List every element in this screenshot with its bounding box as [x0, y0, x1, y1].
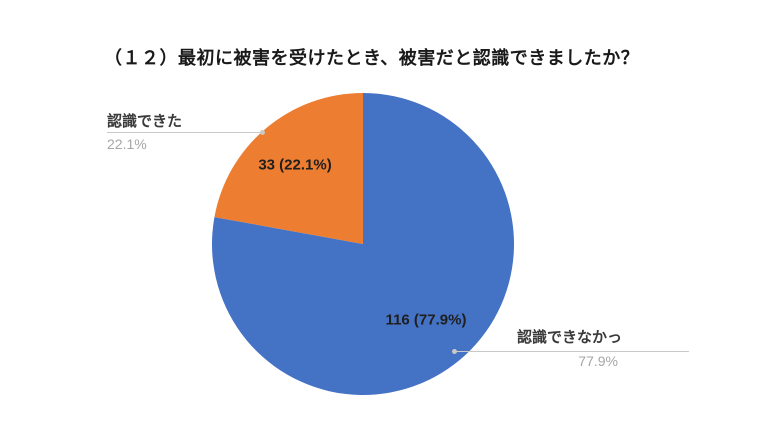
- callout-label-blue: 認識できなかっ: [516, 329, 622, 346]
- chart-title: （１２）最初に被害を受けたとき、被害だと認識できましたか？: [104, 48, 640, 68]
- leader-dot-orange: [260, 130, 265, 135]
- pie-data-label-blue: 116 (77.9%): [385, 311, 467, 329]
- callout-percent-orange: 22.1%: [107, 136, 147, 152]
- leader-line-orange: [107, 132, 264, 133]
- pie-data-label-orange: 33 (22.1%): [258, 156, 332, 174]
- pie-slice-1: [214, 93, 363, 244]
- callout-percent-blue: 77.9%: [578, 353, 618, 369]
- callout-label-orange: 認識できた: [107, 113, 183, 130]
- leader-dot-blue: [452, 349, 457, 354]
- pie-slice-0: [212, 93, 515, 395]
- leader-line-blue: [455, 351, 689, 352]
